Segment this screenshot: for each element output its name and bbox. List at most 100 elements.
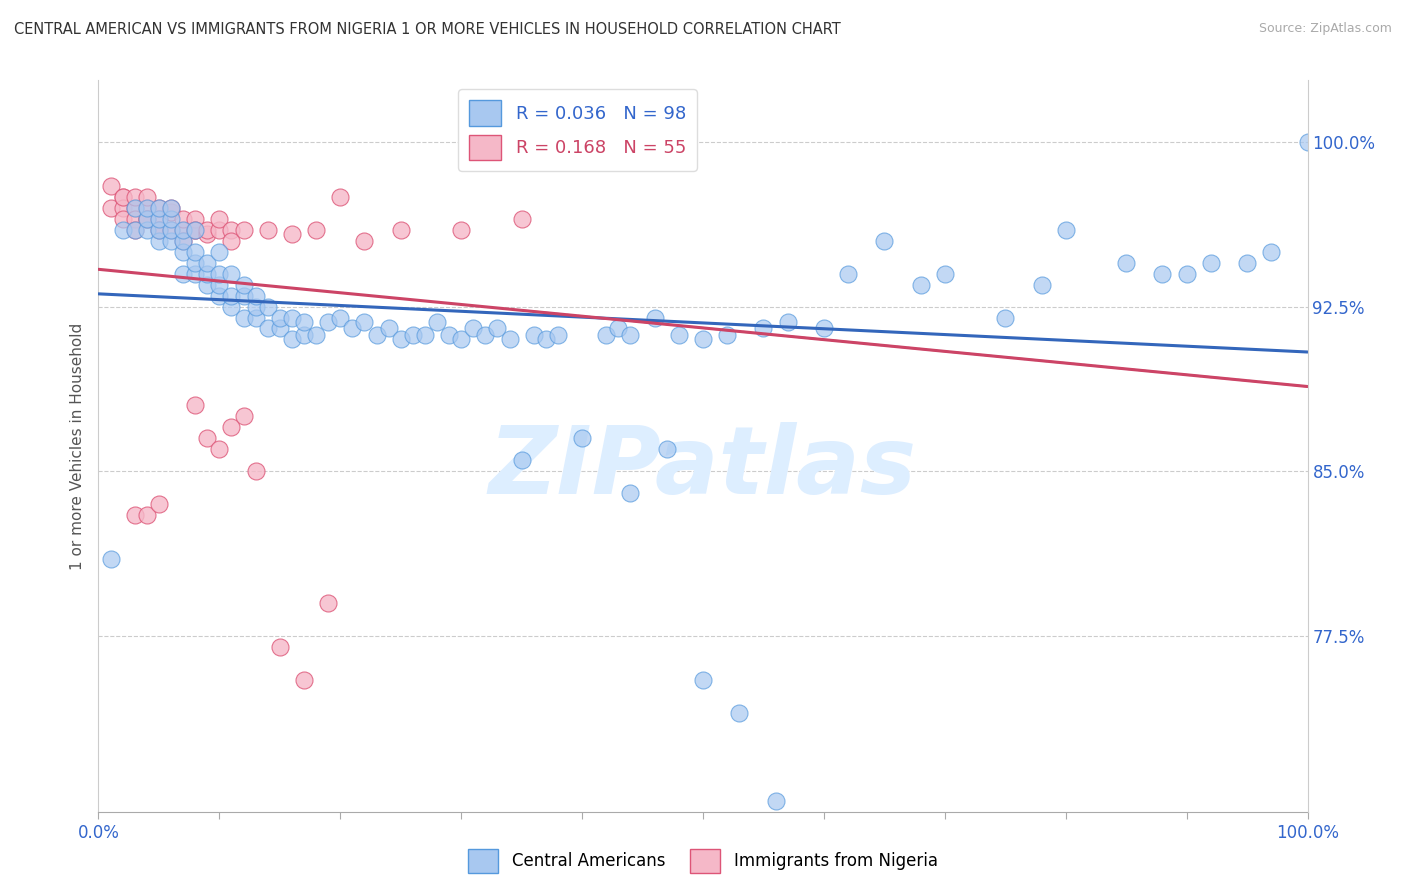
Point <box>813 321 835 335</box>
Point <box>148 497 170 511</box>
Point <box>148 222 170 236</box>
Point <box>644 310 666 325</box>
Point <box>510 211 533 226</box>
Point <box>994 310 1017 325</box>
Point <box>269 640 291 654</box>
Point <box>450 333 472 347</box>
Point <box>1175 267 1198 281</box>
Point <box>232 222 254 236</box>
Point <box>221 288 243 302</box>
Point <box>534 333 557 347</box>
Point <box>402 328 425 343</box>
Point <box>221 420 243 434</box>
Point <box>342 321 364 335</box>
Point <box>498 333 520 347</box>
Point <box>184 222 207 236</box>
Point <box>474 328 496 343</box>
Point <box>135 201 157 215</box>
Point <box>184 222 207 236</box>
Point <box>124 190 146 204</box>
Point <box>426 315 449 329</box>
Point <box>100 178 122 193</box>
Point <box>111 222 134 236</box>
Point <box>100 201 122 215</box>
Point <box>232 288 254 302</box>
Point <box>124 508 146 523</box>
Point <box>571 135 593 149</box>
Point <box>437 328 460 343</box>
Point <box>316 315 339 329</box>
Point <box>692 333 714 347</box>
Point <box>148 211 170 226</box>
Point <box>486 321 509 335</box>
Point <box>510 453 533 467</box>
Point <box>221 267 243 281</box>
Point <box>269 310 291 325</box>
Point <box>329 190 352 204</box>
Point <box>292 328 315 343</box>
Point <box>160 201 183 215</box>
Point <box>221 222 243 236</box>
Point <box>728 706 751 720</box>
Point <box>305 328 328 343</box>
Point <box>837 267 859 281</box>
Point <box>172 222 194 236</box>
Point <box>124 211 146 226</box>
Point <box>655 442 678 457</box>
Point <box>208 222 231 236</box>
Point <box>389 222 412 236</box>
Point <box>208 277 231 292</box>
Point <box>595 328 617 343</box>
Point <box>934 267 956 281</box>
Point <box>245 464 267 478</box>
Point <box>111 211 134 226</box>
Point <box>547 328 569 343</box>
Point <box>184 244 207 259</box>
Point <box>281 333 304 347</box>
Point <box>232 277 254 292</box>
Legend: R = 0.036   N = 98, R = 0.168   N = 55: R = 0.036 N = 98, R = 0.168 N = 55 <box>458 89 697 171</box>
Point <box>148 211 170 226</box>
Point <box>184 211 207 226</box>
Point <box>208 211 231 226</box>
Point <box>1031 277 1053 292</box>
Point <box>148 222 170 236</box>
Point <box>184 398 207 412</box>
Point <box>208 288 231 302</box>
Point <box>232 310 254 325</box>
Point <box>1054 222 1077 236</box>
Point <box>195 431 218 445</box>
Point <box>172 267 194 281</box>
Point <box>172 211 194 226</box>
Point <box>135 201 157 215</box>
Point <box>281 310 304 325</box>
Point <box>256 222 278 236</box>
Point <box>135 190 157 204</box>
Point <box>873 234 896 248</box>
Point <box>463 321 485 335</box>
Point <box>389 333 412 347</box>
Point <box>184 255 207 269</box>
Point <box>160 201 183 215</box>
Point <box>353 315 375 329</box>
Point <box>1260 244 1282 259</box>
Point <box>910 277 932 292</box>
Point <box>292 315 315 329</box>
Text: ZIPatlas: ZIPatlas <box>489 422 917 514</box>
Point <box>100 552 122 566</box>
Point <box>292 673 315 687</box>
Point <box>135 222 157 236</box>
Point <box>208 244 231 259</box>
Point <box>195 255 218 269</box>
Point <box>160 234 183 248</box>
Point <box>148 234 170 248</box>
Point <box>305 222 328 236</box>
Y-axis label: 1 or more Vehicles in Household: 1 or more Vehicles in Household <box>70 322 86 570</box>
Point <box>607 321 630 335</box>
Point <box>111 190 134 204</box>
Point <box>619 328 641 343</box>
Point <box>160 211 183 226</box>
Point <box>571 431 593 445</box>
Point <box>184 267 207 281</box>
Point <box>148 201 170 215</box>
